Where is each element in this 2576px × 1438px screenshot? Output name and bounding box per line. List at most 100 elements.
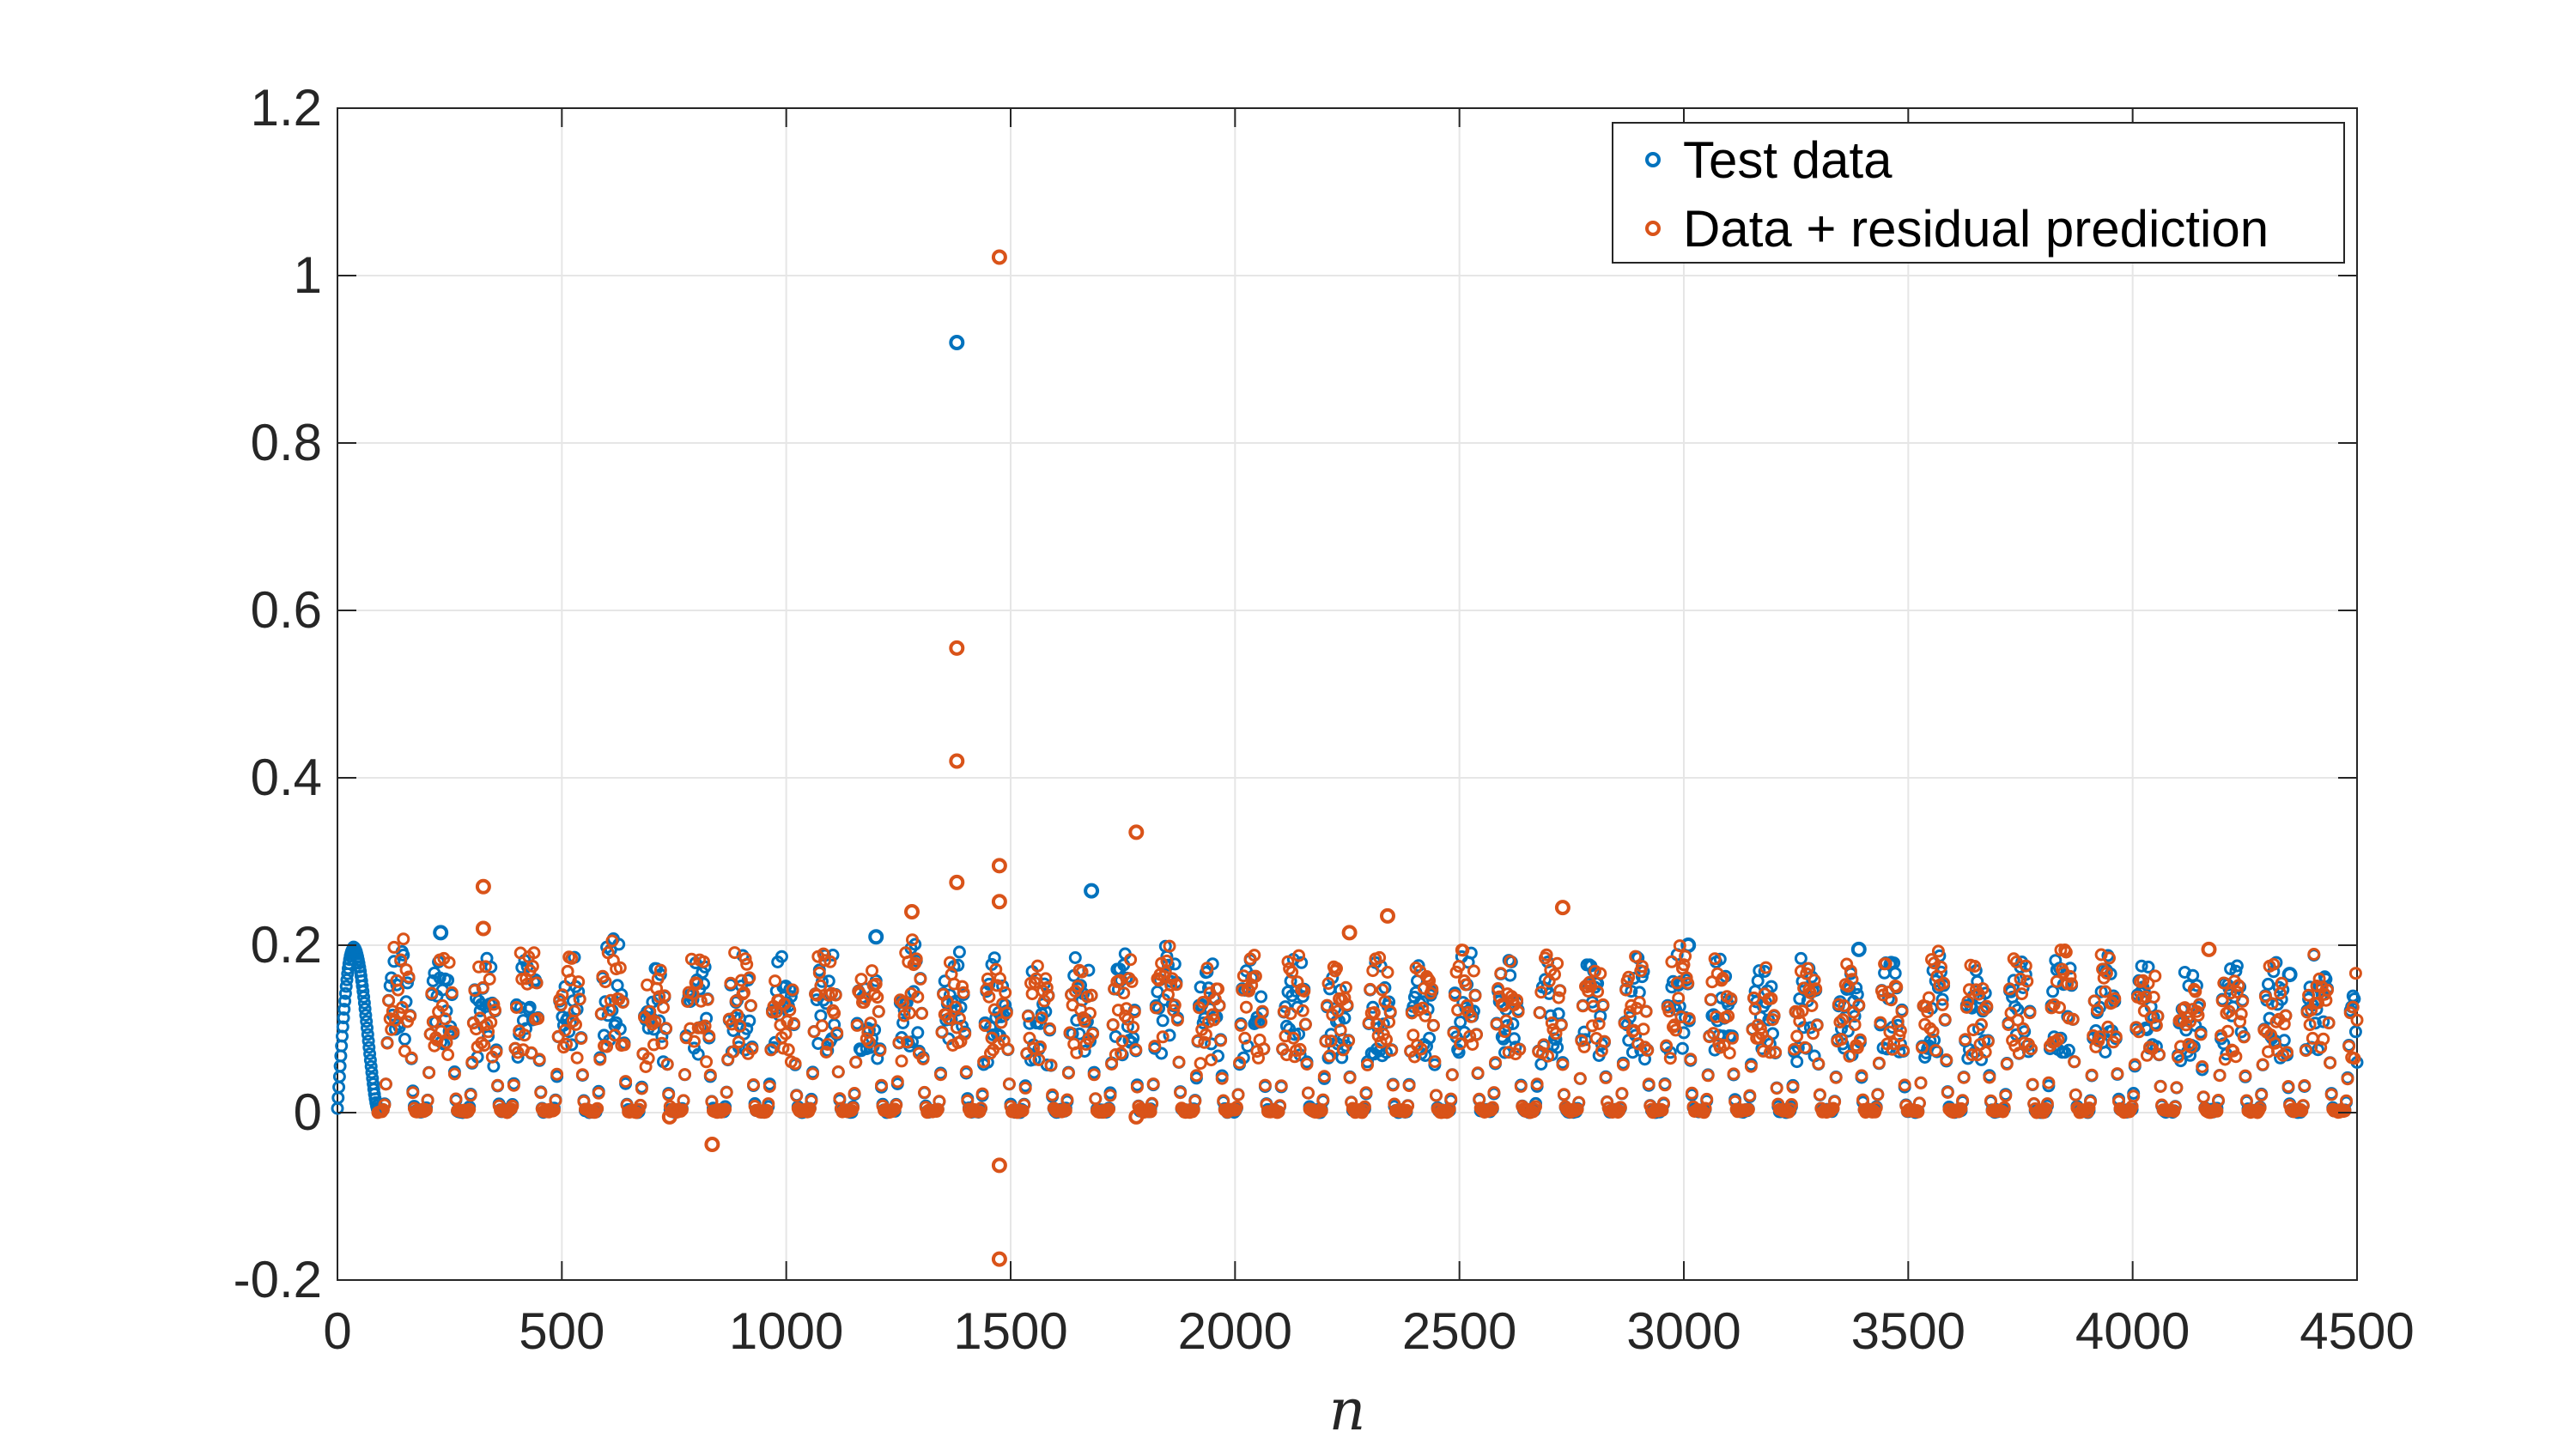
data-point — [338, 994, 352, 1008]
data-point — [1700, 1092, 1714, 1106]
data-point — [1406, 1028, 1420, 1042]
data-point — [402, 970, 416, 984]
data-point — [363, 1053, 377, 1067]
data-point — [1300, 1058, 1314, 1071]
data-point — [1642, 1077, 1656, 1091]
data-point — [2170, 1081, 2184, 1095]
data-point — [1727, 1067, 1741, 1081]
x-tick-label: 500 — [519, 1302, 605, 1360]
data-point — [1616, 1058, 1630, 1071]
data-point — [1813, 1088, 1826, 1101]
data-point — [565, 951, 579, 965]
data-point — [816, 1019, 829, 1033]
outlier-point — [991, 858, 1007, 874]
data-point — [1381, 966, 1394, 979]
data-point — [2184, 1041, 2198, 1054]
data-point — [1188, 1095, 1202, 1107]
data-point — [981, 972, 994, 986]
data-point — [2189, 985, 2202, 998]
outlier-point — [1341, 925, 1358, 941]
data-point — [1087, 1068, 1101, 1082]
data-point — [1983, 1071, 1996, 1084]
data-point — [987, 951, 1001, 965]
data-point — [1759, 961, 1773, 974]
data-point — [2004, 1006, 2018, 1020]
data-point — [982, 990, 996, 1004]
outlier-point — [991, 1157, 1007, 1174]
x-axis-label: n — [1329, 1377, 1366, 1438]
data-point — [527, 946, 541, 960]
data-point — [805, 1094, 818, 1107]
data-point — [1554, 1018, 1568, 1032]
data-point — [677, 1094, 690, 1107]
data-point — [1708, 952, 1722, 966]
data-point — [1980, 999, 1994, 1013]
data-point — [2268, 1036, 2281, 1050]
data-point — [996, 980, 1010, 992]
outlier-point — [991, 894, 1007, 910]
outlier-point — [991, 1251, 1007, 1267]
data-point — [1089, 1092, 1103, 1106]
data-point — [1252, 1051, 1265, 1065]
data-point — [1680, 971, 1693, 985]
data-point — [608, 1028, 622, 1042]
data-point — [890, 1075, 904, 1089]
data-point — [1613, 1101, 1627, 1114]
data-point — [830, 1026, 844, 1040]
x-tick-label: 3500 — [1851, 1302, 1965, 1360]
data-point — [447, 1067, 461, 1081]
data-point — [2215, 994, 2229, 1008]
data-point — [933, 1095, 946, 1108]
data-point — [1809, 982, 1823, 996]
data-point — [1255, 990, 1268, 1004]
data-point — [1753, 1022, 1767, 1035]
data-point — [387, 940, 401, 954]
x-tick-label: 2000 — [1178, 1302, 1292, 1360]
data-point — [896, 996, 910, 1010]
data-point — [915, 1007, 928, 1020]
data-point — [1793, 992, 1807, 1005]
data-point — [435, 998, 449, 1012]
data-point — [1447, 1026, 1461, 1040]
data-point — [1358, 1100, 1371, 1113]
data-point — [2132, 1025, 2146, 1039]
data-point — [1286, 1031, 1300, 1045]
data-point — [847, 1101, 860, 1114]
data-point — [1790, 1029, 1804, 1043]
data-point — [1071, 980, 1084, 993]
data-point — [2194, 1028, 2208, 1041]
data-point — [1682, 1012, 1696, 1025]
data-point — [2137, 1004, 2151, 1017]
data-point — [2153, 1047, 2166, 1061]
data-point — [2265, 997, 2279, 1010]
data-point — [2154, 1080, 2167, 1093]
data-point — [1898, 1078, 1911, 1092]
data-point — [1869, 1101, 1883, 1114]
data-point — [1233, 1056, 1247, 1070]
data-point — [890, 1098, 903, 1112]
data-point — [1598, 1035, 1611, 1048]
data-point — [1425, 982, 1439, 996]
x-tick-label: 4500 — [2300, 1302, 2414, 1360]
data-point — [1249, 969, 1262, 983]
data-point — [395, 1001, 409, 1014]
data-point — [519, 1022, 532, 1035]
data-point — [523, 1000, 537, 1014]
data-point — [691, 1021, 705, 1035]
data-point — [1976, 982, 1990, 996]
data-point — [1364, 982, 1377, 996]
data-point — [788, 1057, 802, 1071]
outlier-point — [661, 1108, 677, 1125]
data-point — [1430, 1089, 1443, 1102]
data-point — [600, 1040, 614, 1053]
data-point — [1981, 1035, 1995, 1048]
data-point — [2299, 1044, 2312, 1058]
data-point — [2298, 1079, 2312, 1092]
data-point — [2234, 1007, 2248, 1021]
data-point — [1334, 1023, 1347, 1037]
data-point — [1402, 1079, 1416, 1092]
data-point — [762, 1080, 776, 1093]
data-point — [911, 990, 925, 1004]
data-point — [2310, 980, 2324, 992]
data-point — [1639, 1004, 1653, 1018]
